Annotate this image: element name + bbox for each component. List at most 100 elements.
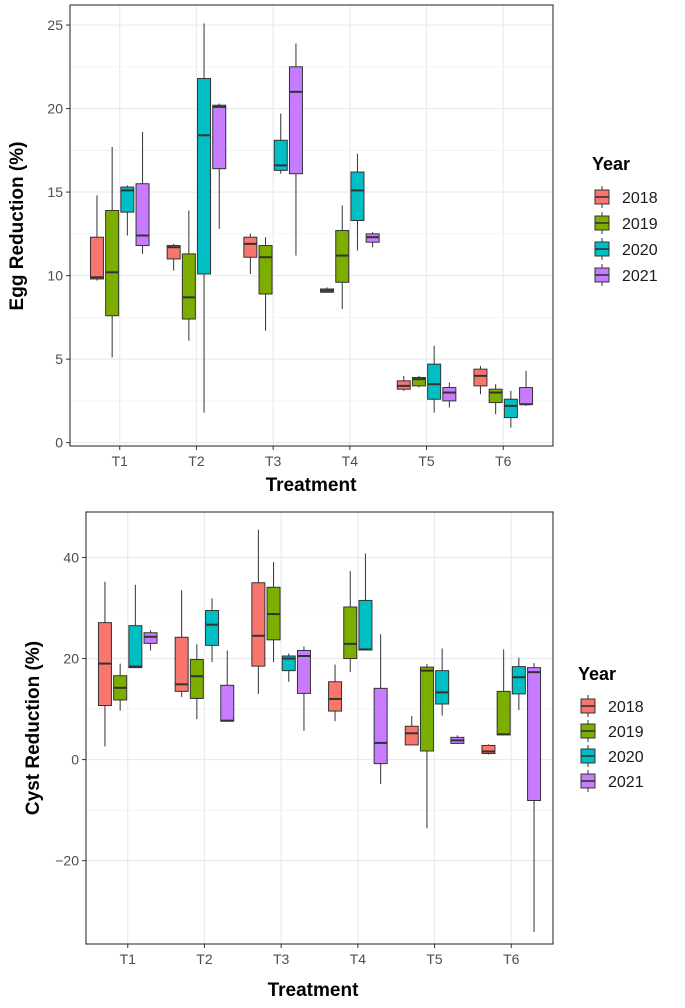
box-2021-T3 (288, 43, 303, 256)
box-2019-T4 (335, 205, 350, 310)
box-2019-T1 (113, 663, 128, 711)
x-tick-label: T5 (426, 951, 443, 967)
box-2020-T5 (427, 345, 442, 413)
box-body (120, 186, 135, 213)
box-2020-T6 (511, 657, 526, 711)
x-tick-label: T3 (273, 951, 290, 967)
plot-background (70, 5, 553, 446)
box-2020-T2 (197, 23, 212, 413)
y-tick-label: 20 (47, 101, 63, 117)
legend-key-2021 (580, 770, 596, 792)
x-tick-label: T2 (188, 453, 205, 469)
box-2018-T3 (251, 529, 266, 694)
legend-label: 2019 (608, 724, 644, 741)
y-tick-label: 0 (71, 752, 79, 768)
box-body (350, 171, 365, 221)
legend-label: 2020 (608, 749, 644, 766)
box-2021-T1 (143, 630, 158, 651)
legend-key-2018 (594, 186, 610, 208)
y-tick-label: −20 (55, 853, 79, 869)
box-body (143, 632, 158, 644)
legend-key-2018 (580, 695, 596, 717)
box-body (419, 666, 434, 752)
box-body (496, 690, 511, 736)
x-tick-label: T5 (418, 453, 435, 469)
box-body (435, 670, 450, 705)
legend-title: Year (578, 664, 616, 684)
box-body (296, 649, 311, 694)
box-body (288, 66, 303, 175)
box-body (343, 606, 358, 660)
legend-key-2021 (594, 264, 610, 286)
y-tick-label: 40 (63, 549, 79, 565)
legend-label: 2020 (622, 242, 658, 259)
box-2018-T5 (396, 375, 411, 391)
box-2021-T2 (212, 103, 227, 229)
box-2018-T1 (97, 581, 112, 747)
box-body (427, 363, 442, 400)
box-2021-T5 (450, 735, 465, 744)
box-body (174, 636, 189, 692)
box-body (273, 139, 288, 171)
box-2020-T4 (350, 153, 365, 251)
x-tick-label: T1 (120, 951, 137, 967)
x-tick-label: T4 (350, 951, 367, 967)
box-2021-T3 (296, 646, 311, 731)
y-tick-label: 5 (55, 351, 63, 367)
box-body (135, 183, 150, 247)
box-2020-T1 (128, 584, 143, 669)
x-axis-title: Treatment (266, 475, 357, 496)
box-body (166, 245, 181, 260)
x-axis-title: Treatment (268, 980, 359, 1001)
box-body (527, 667, 542, 802)
legend-label: 2019 (622, 216, 658, 233)
box-2019-T5 (419, 664, 434, 829)
box-2018-T6 (481, 744, 496, 755)
box-2020-T6 (503, 390, 518, 428)
box-2020-T4 (358, 553, 373, 651)
box-2018-T2 (174, 590, 189, 697)
legend-key-2020 (580, 745, 596, 767)
y-tick-label: 0 (55, 435, 63, 451)
box-2018-T3 (243, 233, 258, 274)
legend-label: 2021 (622, 268, 658, 285)
box-2021-T4 (373, 634, 388, 784)
box-body (105, 209, 120, 317)
box-body (189, 659, 204, 699)
box-2021-T1 (135, 131, 150, 254)
box-2018-T2 (166, 243, 181, 271)
box-2020-T3 (273, 113, 288, 174)
box-body (488, 388, 503, 404)
box-2019-T3 (258, 237, 273, 331)
legend-key-2019 (580, 720, 596, 742)
box-body (358, 599, 373, 651)
box-body (212, 104, 227, 170)
box-body (181, 253, 196, 320)
box-2021-T2 (220, 650, 235, 722)
y-tick-label: 10 (47, 268, 63, 284)
egg-reduction-boxplot: 0 5 10 15 20 25 T1 T2 T3 T4 T5 T6 Treatment Egg Reduc… (7, 4, 658, 496)
box-2020-T1 (120, 185, 135, 236)
legend: Year 2018 2019 2020 2021 (578, 664, 644, 792)
plot-background (86, 512, 553, 944)
y-tick-label: 20 (63, 651, 79, 667)
box-body (243, 236, 258, 258)
legend-key-2020 (594, 238, 610, 260)
box-2019-T2 (189, 644, 204, 720)
box-body (411, 377, 426, 387)
box-body (205, 610, 220, 646)
box-2019-T3 (266, 562, 281, 663)
cyst-reduction-boxplot: −20 0 20 40 T1 T2 T3 T4 T5 T6 Treatment Cyst Reduct… (23, 511, 644, 1001)
box-2019-T6 (496, 649, 511, 736)
legend-label: 2018 (608, 699, 644, 716)
box-body (481, 744, 496, 755)
box-body (128, 625, 143, 669)
box-body (473, 368, 488, 387)
box-2021-T6 (519, 370, 534, 406)
x-tick-label: T6 (495, 453, 512, 469)
box-2021-T4 (365, 232, 380, 248)
box-2021-T5 (442, 382, 457, 408)
box-2019-T4 (343, 571, 358, 673)
x-tick-label: T2 (196, 951, 213, 967)
